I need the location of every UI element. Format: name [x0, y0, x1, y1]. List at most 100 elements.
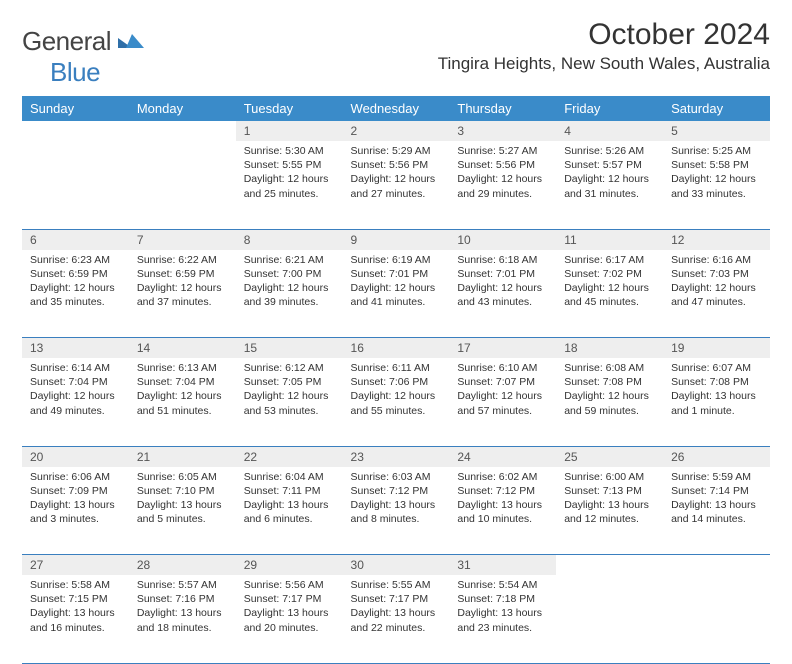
daylight-text: Daylight: 12 hours and 41 minutes.	[351, 281, 442, 309]
day-number	[556, 555, 663, 561]
sunrise-text: Sunrise: 5:54 AM	[457, 578, 548, 592]
daylight-text: Daylight: 12 hours and 51 minutes.	[137, 389, 228, 417]
sunrise-text: Sunrise: 6:12 AM	[244, 361, 335, 375]
daylight-text: Daylight: 12 hours and 39 minutes.	[244, 281, 335, 309]
day-cell: Sunrise: 5:30 AMSunset: 5:55 PMDaylight:…	[236, 141, 343, 229]
daylight-text: Daylight: 12 hours and 35 minutes.	[30, 281, 121, 309]
sunrise-text: Sunrise: 6:17 AM	[564, 253, 655, 267]
day-cell: Sunrise: 5:29 AMSunset: 5:56 PMDaylight:…	[343, 141, 450, 229]
day-cell: Sunrise: 6:03 AMSunset: 7:12 PMDaylight:…	[343, 467, 450, 555]
daylight-text: Daylight: 13 hours and 22 minutes.	[351, 606, 442, 634]
day-details: Sunrise: 5:59 AMSunset: 7:14 PMDaylight:…	[663, 467, 770, 533]
day-cell	[22, 141, 129, 229]
daylight-text: Daylight: 13 hours and 5 minutes.	[137, 498, 228, 526]
sunset-text: Sunset: 7:14 PM	[671, 484, 762, 498]
day-cell: Sunrise: 6:21 AMSunset: 7:00 PMDaylight:…	[236, 250, 343, 338]
day-details: Sunrise: 6:23 AMSunset: 6:59 PMDaylight:…	[22, 250, 129, 316]
day-cell	[556, 575, 663, 663]
day-header: Sunday	[22, 96, 129, 121]
day-number: 3	[449, 121, 556, 141]
day-cell: Sunrise: 6:04 AMSunset: 7:11 PMDaylight:…	[236, 467, 343, 555]
day-cell: Sunrise: 6:17 AMSunset: 7:02 PMDaylight:…	[556, 250, 663, 338]
day-number: 5	[663, 121, 770, 141]
sunrise-text: Sunrise: 6:21 AM	[244, 253, 335, 267]
sunrise-text: Sunrise: 6:18 AM	[457, 253, 548, 267]
day-cell: Sunrise: 6:11 AMSunset: 7:06 PMDaylight:…	[343, 358, 450, 446]
sunset-text: Sunset: 7:06 PM	[351, 375, 442, 389]
daylight-text: Daylight: 13 hours and 1 minute.	[671, 389, 762, 417]
sunset-text: Sunset: 7:16 PM	[137, 592, 228, 606]
day-number: 22	[236, 447, 343, 467]
sunset-text: Sunset: 6:59 PM	[30, 267, 121, 281]
day-details: Sunrise: 6:14 AMSunset: 7:04 PMDaylight:…	[22, 358, 129, 424]
sunrise-text: Sunrise: 5:29 AM	[351, 144, 442, 158]
day-details: Sunrise: 6:22 AMSunset: 6:59 PMDaylight:…	[129, 250, 236, 316]
day-number: 30	[343, 555, 450, 575]
day-cell: Sunrise: 6:08 AMSunset: 7:08 PMDaylight:…	[556, 358, 663, 446]
sunset-text: Sunset: 7:17 PM	[351, 592, 442, 606]
day-cell: Sunrise: 6:07 AMSunset: 7:08 PMDaylight:…	[663, 358, 770, 446]
daylight-text: Daylight: 13 hours and 14 minutes.	[671, 498, 762, 526]
day-number: 2	[343, 121, 450, 141]
daylight-text: Daylight: 13 hours and 8 minutes.	[351, 498, 442, 526]
day-cell: Sunrise: 6:06 AMSunset: 7:09 PMDaylight:…	[22, 467, 129, 555]
day-details: Sunrise: 6:00 AMSunset: 7:13 PMDaylight:…	[556, 467, 663, 533]
logo-part2: Blue	[50, 57, 100, 87]
sunset-text: Sunset: 7:12 PM	[351, 484, 442, 498]
day-details: Sunrise: 6:13 AMSunset: 7:04 PMDaylight:…	[129, 358, 236, 424]
sunrise-text: Sunrise: 6:03 AM	[351, 470, 442, 484]
day-header: Thursday	[449, 96, 556, 121]
day-number: 23	[343, 447, 450, 467]
sunrise-text: Sunrise: 5:57 AM	[137, 578, 228, 592]
month-title: October 2024	[438, 18, 770, 52]
day-header: Saturday	[663, 96, 770, 121]
day-details: Sunrise: 5:29 AMSunset: 5:56 PMDaylight:…	[343, 141, 450, 207]
daylight-text: Daylight: 13 hours and 23 minutes.	[457, 606, 548, 634]
daylight-text: Daylight: 12 hours and 43 minutes.	[457, 281, 548, 309]
sunrise-text: Sunrise: 6:04 AM	[244, 470, 335, 484]
day-details: Sunrise: 5:58 AMSunset: 7:15 PMDaylight:…	[22, 575, 129, 641]
sunset-text: Sunset: 7:15 PM	[30, 592, 121, 606]
day-details: Sunrise: 6:17 AMSunset: 7:02 PMDaylight:…	[556, 250, 663, 316]
sunrise-text: Sunrise: 5:55 AM	[351, 578, 442, 592]
sunrise-text: Sunrise: 6:13 AM	[137, 361, 228, 375]
day-number: 6	[22, 230, 129, 250]
daylight-text: Daylight: 12 hours and 25 minutes.	[244, 172, 335, 200]
day-cell: Sunrise: 6:14 AMSunset: 7:04 PMDaylight:…	[22, 358, 129, 446]
sunset-text: Sunset: 7:05 PM	[244, 375, 335, 389]
sunset-text: Sunset: 7:07 PM	[457, 375, 548, 389]
day-details: Sunrise: 6:18 AMSunset: 7:01 PMDaylight:…	[449, 250, 556, 316]
daylight-text: Daylight: 12 hours and 49 minutes.	[30, 389, 121, 417]
day-details: Sunrise: 5:25 AMSunset: 5:58 PMDaylight:…	[663, 141, 770, 207]
daylight-text: Daylight: 12 hours and 27 minutes.	[351, 172, 442, 200]
day-number: 4	[556, 121, 663, 141]
day-number: 11	[556, 230, 663, 250]
day-number: 18	[556, 338, 663, 358]
sunset-text: Sunset: 7:01 PM	[457, 267, 548, 281]
day-details: Sunrise: 5:30 AMSunset: 5:55 PMDaylight:…	[236, 141, 343, 207]
day-number: 14	[129, 338, 236, 358]
day-cell: Sunrise: 6:16 AMSunset: 7:03 PMDaylight:…	[663, 250, 770, 338]
daylight-text: Daylight: 13 hours and 16 minutes.	[30, 606, 121, 634]
sunrise-text: Sunrise: 6:23 AM	[30, 253, 121, 267]
day-cell: Sunrise: 5:54 AMSunset: 7:18 PMDaylight:…	[449, 575, 556, 663]
sunset-text: Sunset: 7:17 PM	[244, 592, 335, 606]
day-number: 29	[236, 555, 343, 575]
sunrise-text: Sunrise: 6:02 AM	[457, 470, 548, 484]
sunrise-text: Sunrise: 5:59 AM	[671, 470, 762, 484]
day-number: 7	[129, 230, 236, 250]
day-cell: Sunrise: 6:10 AMSunset: 7:07 PMDaylight:…	[449, 358, 556, 446]
day-details: Sunrise: 6:08 AMSunset: 7:08 PMDaylight:…	[556, 358, 663, 424]
daylight-text: Daylight: 12 hours and 57 minutes.	[457, 389, 548, 417]
day-number	[663, 555, 770, 561]
day-details: Sunrise: 5:27 AMSunset: 5:56 PMDaylight:…	[449, 141, 556, 207]
sunrise-text: Sunrise: 5:58 AM	[30, 578, 121, 592]
day-details: Sunrise: 5:54 AMSunset: 7:18 PMDaylight:…	[449, 575, 556, 641]
daylight-text: Daylight: 12 hours and 47 minutes.	[671, 281, 762, 309]
day-number: 9	[343, 230, 450, 250]
sunrise-text: Sunrise: 6:16 AM	[671, 253, 762, 267]
daylight-text: Daylight: 12 hours and 55 minutes.	[351, 389, 442, 417]
sunset-text: Sunset: 7:18 PM	[457, 592, 548, 606]
day-cell: Sunrise: 6:22 AMSunset: 6:59 PMDaylight:…	[129, 250, 236, 338]
day-cell: Sunrise: 6:18 AMSunset: 7:01 PMDaylight:…	[449, 250, 556, 338]
